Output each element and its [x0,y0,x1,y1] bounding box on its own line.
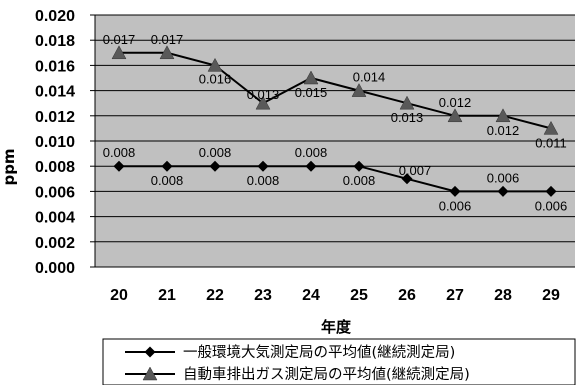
x-tick-labels: 20 21 22 23 24 25 26 27 28 29 [110,287,560,304]
data-label: 0.012 [439,95,472,110]
series-line [119,165,551,193]
data-label: 0.008 [103,145,136,160]
data-labels: 0.008 0.008 0.008 0.008 0.008 0.008 0.007 0.006… [103,32,568,214]
triangle-marker [351,83,367,97]
legend-box [102,338,576,385]
x-tick-label: 24 [302,287,320,304]
x-tick-label: 20 [110,287,128,304]
legend: 一般環境大気測定局の平均値(継続測定局) 自動車排出ガス測定局の平均値(継続測定局… [102,338,576,385]
data-label: 0.017 [103,32,136,47]
diamond-marker [545,185,557,197]
triangle-marker [543,120,559,135]
data-label: 0.013 [391,110,424,125]
series-line [119,51,552,130]
x-tick-label: 27 [446,287,464,304]
triangle-marker [207,57,223,72]
x-tick-label: 28 [494,287,512,304]
diamond-marker [209,160,221,172]
y-tick-labels: 0.000 0.002 0.004 0.006 0.008 0.010 0.012 0.014… [35,8,75,277]
triangle-marker [303,70,319,85]
data-label: 0.006 [439,198,472,213]
y-tick-label: 0.014 [35,84,75,101]
triangle-marker [255,95,271,110]
diamond-marker [353,160,365,172]
data-label: 0.011 [535,135,567,150]
y-tick-label: 0.008 [35,159,75,176]
triangle-marker [447,108,463,123]
y-tick-label: 0.006 [35,184,75,201]
triangle-marker [111,45,127,60]
data-label: 0.008 [151,173,184,188]
data-label: 0.008 [295,145,328,160]
y-tick-label: 0.020 [35,8,75,25]
x-tick-label: 29 [542,287,560,304]
y-tick-label: 0.016 [35,58,75,75]
diamond-marker [257,160,269,172]
y-tick-label: 0.018 [35,33,75,50]
y-tick-label: 0.012 [35,109,75,126]
data-label: 0.007 [399,163,432,178]
y-tick-label: 0.002 [35,235,75,252]
data-label: 0.016 [199,71,232,86]
data-label: 0.008 [247,173,280,188]
diamond-marker [401,173,413,185]
legend-entry: 自動車排出ガス測定局の平均値(継続測定局) [183,366,470,383]
data-label: 0.012 [487,123,520,138]
triangle-marker-legend [142,366,158,381]
data-label: 0.008 [343,173,376,188]
data-label: 0.014 [353,70,386,85]
x-tick-label: 21 [158,287,176,304]
triangle-marker [399,95,415,110]
diamond-marker [113,160,125,172]
x-tick-label: 23 [254,287,272,304]
diamond-marker [497,185,509,197]
x-tick-label: 26 [398,287,416,304]
data-label: 0.006 [535,198,568,213]
x-axis-title: 年度 [321,318,352,336]
diamond-marker [449,185,461,197]
diamond-marker [161,160,173,172]
data-label: 0.013 [247,87,280,102]
diamond-marker-legend [144,346,156,358]
y-tick-label: 0.000 [35,260,75,277]
legend-entry: 一般環境大気測定局の平均値(継続測定局) [183,343,455,361]
data-label: 0.015 [295,85,328,100]
diamond-marker [305,160,317,172]
data-label: 0.006 [487,170,520,185]
data-label: 0.008 [199,145,232,160]
x-tick-label: 25 [350,287,368,304]
triangle-marker [159,45,175,60]
series-group [111,45,559,197]
y-tick-label: 0.010 [35,134,75,151]
triangle-marker [495,108,511,123]
y-tick-label: 0.004 [35,210,75,227]
x-tick-label: 22 [206,287,224,304]
data-label: 0.017 [151,32,184,47]
y-axis-title: ppm [0,148,18,185]
